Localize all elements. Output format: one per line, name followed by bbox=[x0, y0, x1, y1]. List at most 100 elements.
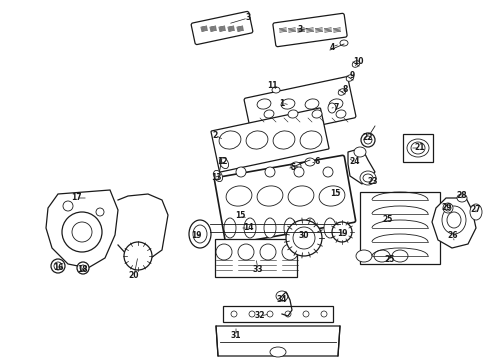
FancyBboxPatch shape bbox=[211, 108, 329, 172]
Text: 3: 3 bbox=[245, 13, 250, 22]
Ellipse shape bbox=[273, 131, 295, 149]
Ellipse shape bbox=[294, 167, 304, 177]
Text: 23: 23 bbox=[368, 177, 378, 186]
Ellipse shape bbox=[284, 218, 296, 238]
Ellipse shape bbox=[445, 205, 451, 211]
Ellipse shape bbox=[443, 203, 453, 213]
Ellipse shape bbox=[257, 99, 271, 109]
FancyBboxPatch shape bbox=[223, 306, 333, 322]
Ellipse shape bbox=[193, 225, 207, 243]
Ellipse shape bbox=[276, 291, 288, 301]
Ellipse shape bbox=[364, 136, 372, 144]
Ellipse shape bbox=[361, 133, 375, 147]
Text: 21: 21 bbox=[415, 144, 425, 153]
Text: 19: 19 bbox=[337, 230, 347, 238]
Ellipse shape bbox=[336, 110, 346, 118]
FancyBboxPatch shape bbox=[360, 192, 440, 264]
Ellipse shape bbox=[288, 186, 314, 206]
Ellipse shape bbox=[303, 311, 309, 317]
Ellipse shape bbox=[338, 89, 346, 95]
Text: 14: 14 bbox=[243, 224, 253, 233]
Text: 16: 16 bbox=[53, 264, 63, 273]
Polygon shape bbox=[432, 198, 476, 248]
Text: 11: 11 bbox=[267, 81, 277, 90]
Ellipse shape bbox=[305, 158, 315, 166]
Ellipse shape bbox=[328, 103, 336, 113]
Ellipse shape bbox=[270, 347, 286, 357]
FancyBboxPatch shape bbox=[215, 239, 297, 277]
Polygon shape bbox=[46, 190, 118, 268]
Text: 24: 24 bbox=[350, 158, 360, 166]
Ellipse shape bbox=[304, 218, 316, 238]
Text: 8: 8 bbox=[343, 85, 348, 94]
Text: 22: 22 bbox=[363, 134, 373, 143]
Ellipse shape bbox=[80, 265, 86, 271]
Ellipse shape bbox=[411, 142, 425, 154]
Ellipse shape bbox=[392, 250, 408, 262]
Text: 4: 4 bbox=[329, 42, 335, 51]
Text: 7: 7 bbox=[333, 103, 339, 112]
Ellipse shape bbox=[447, 212, 461, 228]
Ellipse shape bbox=[238, 244, 254, 260]
Ellipse shape bbox=[219, 131, 241, 149]
Ellipse shape bbox=[340, 40, 348, 46]
Ellipse shape bbox=[216, 244, 232, 260]
Text: 9: 9 bbox=[349, 72, 355, 81]
Ellipse shape bbox=[214, 170, 222, 181]
Text: 6: 6 bbox=[315, 158, 319, 166]
Ellipse shape bbox=[354, 147, 366, 157]
Text: 31: 31 bbox=[231, 332, 241, 341]
FancyBboxPatch shape bbox=[273, 13, 347, 47]
FancyBboxPatch shape bbox=[244, 77, 356, 139]
Text: 28: 28 bbox=[457, 192, 467, 201]
Text: 25: 25 bbox=[383, 216, 393, 225]
Ellipse shape bbox=[189, 220, 211, 248]
Text: 18: 18 bbox=[77, 266, 87, 274]
Text: 30: 30 bbox=[299, 231, 309, 240]
Text: 15: 15 bbox=[235, 211, 245, 220]
Text: 2: 2 bbox=[212, 130, 218, 139]
Text: 12: 12 bbox=[217, 158, 227, 166]
Ellipse shape bbox=[249, 311, 255, 317]
Ellipse shape bbox=[300, 131, 322, 149]
FancyBboxPatch shape bbox=[215, 156, 356, 245]
Text: 34: 34 bbox=[277, 296, 287, 305]
Ellipse shape bbox=[231, 311, 237, 317]
Ellipse shape bbox=[323, 167, 333, 177]
Ellipse shape bbox=[329, 99, 343, 109]
Text: 32: 32 bbox=[255, 311, 265, 320]
Ellipse shape bbox=[267, 311, 273, 317]
Polygon shape bbox=[348, 148, 375, 184]
Ellipse shape bbox=[286, 220, 322, 256]
Ellipse shape bbox=[352, 61, 360, 67]
Text: 25: 25 bbox=[385, 256, 395, 265]
Ellipse shape bbox=[264, 218, 276, 238]
Text: 10: 10 bbox=[353, 58, 363, 67]
Ellipse shape bbox=[257, 186, 283, 206]
Text: 27: 27 bbox=[471, 206, 481, 215]
Ellipse shape bbox=[72, 222, 92, 242]
Ellipse shape bbox=[312, 110, 322, 118]
Ellipse shape bbox=[374, 250, 390, 262]
Ellipse shape bbox=[305, 99, 319, 109]
Text: 5: 5 bbox=[291, 163, 295, 172]
Ellipse shape bbox=[246, 131, 268, 149]
Text: 1: 1 bbox=[279, 99, 285, 108]
Text: 26: 26 bbox=[448, 231, 458, 240]
Ellipse shape bbox=[272, 87, 280, 93]
Ellipse shape bbox=[265, 167, 275, 177]
Text: 19: 19 bbox=[191, 231, 201, 240]
Ellipse shape bbox=[293, 227, 315, 249]
Ellipse shape bbox=[324, 218, 336, 238]
Ellipse shape bbox=[291, 162, 301, 170]
FancyBboxPatch shape bbox=[403, 134, 433, 162]
Ellipse shape bbox=[442, 206, 466, 234]
Ellipse shape bbox=[319, 186, 345, 206]
Text: 17: 17 bbox=[71, 194, 81, 202]
Text: 13: 13 bbox=[211, 172, 221, 181]
Text: 33: 33 bbox=[253, 266, 263, 274]
Ellipse shape bbox=[63, 201, 73, 211]
Ellipse shape bbox=[124, 242, 152, 270]
Ellipse shape bbox=[226, 186, 252, 206]
Ellipse shape bbox=[260, 244, 276, 260]
